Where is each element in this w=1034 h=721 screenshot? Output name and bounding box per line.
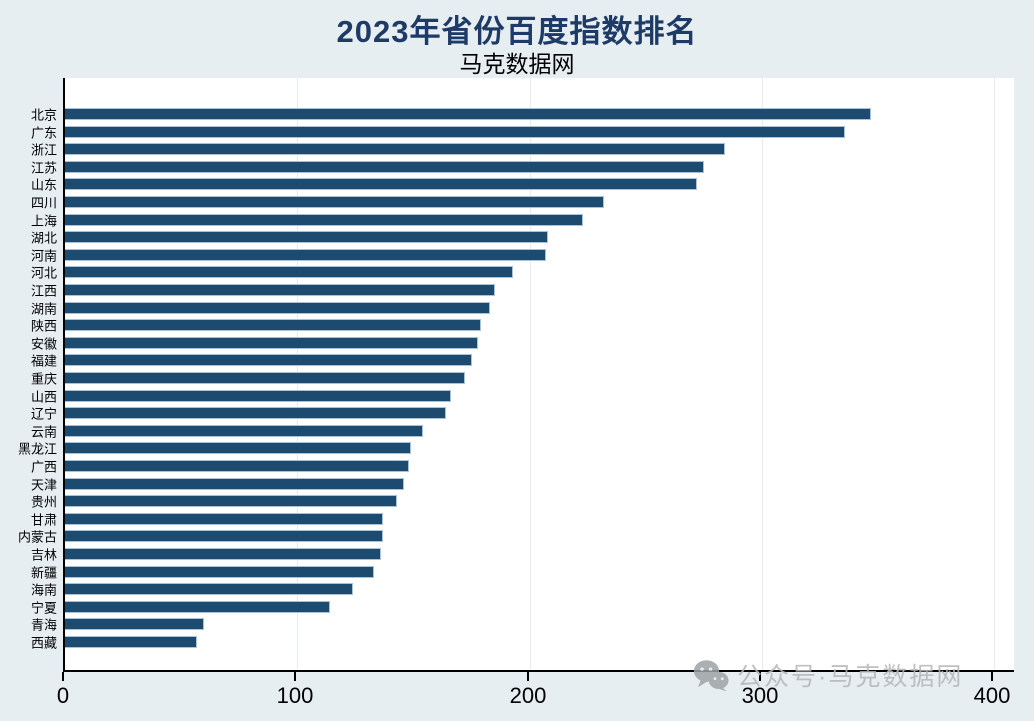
bar bbox=[65, 284, 495, 296]
x-tick bbox=[759, 672, 761, 681]
x-tick bbox=[62, 672, 64, 681]
y-axis-label: 山东 bbox=[30, 177, 57, 193]
x-tick bbox=[991, 672, 993, 681]
bar bbox=[65, 495, 398, 508]
y-axis-label: 广西 bbox=[30, 459, 57, 475]
bar bbox=[65, 636, 198, 648]
bar bbox=[65, 178, 697, 191]
bar bbox=[65, 125, 846, 138]
bar bbox=[65, 548, 381, 560]
y-axis-label: 甘肃 bbox=[30, 512, 57, 528]
bar bbox=[65, 477, 405, 490]
gridline bbox=[762, 78, 763, 670]
y-axis-label: 广东 bbox=[30, 125, 57, 141]
y-axis-label: 吉林 bbox=[30, 547, 57, 563]
y-axis-label: 贵州 bbox=[30, 494, 57, 510]
y-axis-label: 上海 bbox=[30, 213, 57, 229]
y-axis-label: 内蒙古 bbox=[17, 529, 57, 545]
bar bbox=[65, 618, 205, 631]
chart-title: 2023年省份百度指数排名 bbox=[336, 14, 698, 49]
x-tick-label: 100 bbox=[276, 683, 314, 708]
bar bbox=[65, 196, 604, 208]
bar bbox=[65, 372, 465, 384]
bar bbox=[65, 407, 446, 420]
chart-subtitle: 马克数据网 bbox=[459, 51, 575, 77]
x-tick-label: 0 bbox=[56, 683, 70, 708]
plot-area bbox=[63, 78, 1014, 672]
y-axis-label: 江苏 bbox=[30, 160, 57, 176]
bar bbox=[65, 301, 491, 314]
y-axis-label: 浙江 bbox=[30, 142, 57, 158]
bar bbox=[65, 600, 330, 613]
bar bbox=[65, 354, 472, 367]
bar bbox=[65, 266, 514, 279]
bar bbox=[65, 248, 546, 261]
bar bbox=[65, 319, 481, 332]
y-axis-label: 安徽 bbox=[30, 336, 57, 352]
bar bbox=[65, 231, 549, 244]
x-tick-label: 300 bbox=[741, 683, 779, 708]
y-axis-label: 北京 bbox=[30, 107, 57, 123]
bar bbox=[65, 389, 451, 402]
x-tick-label: 400 bbox=[973, 683, 1011, 708]
y-axis-label: 江西 bbox=[30, 283, 57, 299]
gridline bbox=[530, 78, 531, 670]
bar bbox=[65, 460, 409, 472]
y-axis-label: 湖南 bbox=[30, 301, 57, 317]
bar bbox=[65, 512, 384, 525]
bar bbox=[65, 336, 479, 349]
x-tick-label: 200 bbox=[509, 683, 547, 708]
y-axis-label: 海南 bbox=[30, 582, 57, 598]
y-axis-label: 陕西 bbox=[30, 318, 57, 334]
y-axis-label: 新疆 bbox=[30, 565, 57, 581]
bar bbox=[65, 143, 725, 156]
y-axis-label: 河北 bbox=[30, 265, 57, 281]
gridline bbox=[994, 78, 995, 670]
y-axis-label: 湖北 bbox=[30, 230, 57, 246]
y-axis-label: 黑龙江 bbox=[17, 441, 57, 457]
y-axis-label: 四川 bbox=[30, 195, 57, 211]
y-axis-label: 重庆 bbox=[30, 371, 57, 387]
bar bbox=[65, 583, 354, 596]
bar bbox=[65, 530, 384, 543]
bar bbox=[65, 424, 423, 437]
bar bbox=[65, 108, 872, 120]
x-tick bbox=[294, 672, 296, 681]
y-axis-label: 云南 bbox=[30, 424, 57, 440]
bar bbox=[65, 160, 704, 173]
y-axis-label: 宁夏 bbox=[30, 600, 57, 616]
y-axis-label: 天津 bbox=[30, 477, 57, 493]
bar bbox=[65, 442, 412, 455]
y-axis-label: 辽宁 bbox=[30, 406, 57, 422]
bar bbox=[65, 213, 583, 226]
x-tick bbox=[527, 672, 529, 681]
bar bbox=[65, 565, 374, 578]
y-axis-label: 青海 bbox=[30, 617, 57, 633]
y-axis-label: 福建 bbox=[30, 353, 57, 369]
y-axis-label: 西藏 bbox=[30, 635, 57, 651]
y-axis-label: 山西 bbox=[30, 389, 57, 405]
y-axis-label: 河南 bbox=[30, 248, 57, 264]
